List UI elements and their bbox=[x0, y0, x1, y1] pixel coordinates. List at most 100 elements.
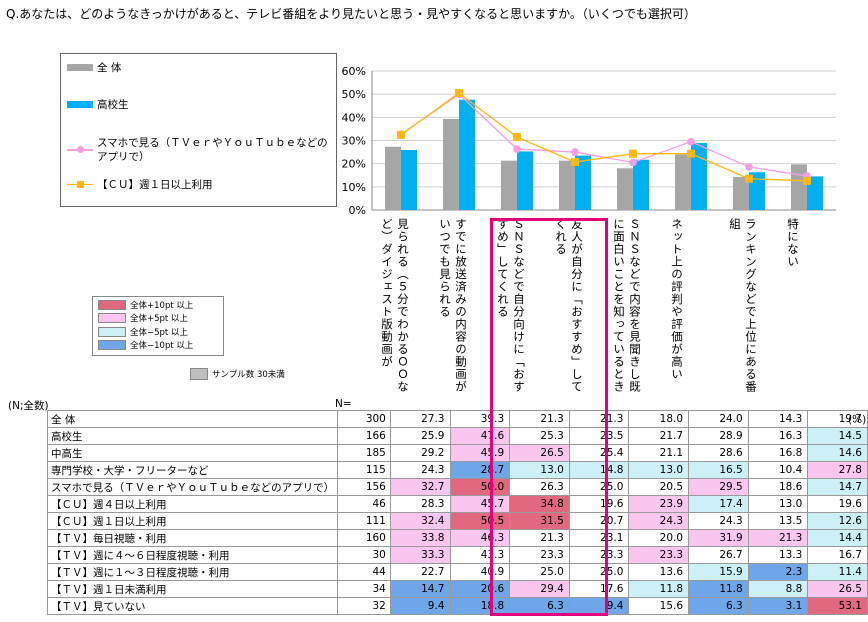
table-cell: 23.9 bbox=[628, 495, 690, 513]
y-tick-label: 50% bbox=[342, 88, 366, 101]
table-cell: 21.1 bbox=[628, 444, 690, 462]
table-cell: 13.0 bbox=[509, 461, 570, 479]
highlight-label-minus5: 全体−5pt 以上 bbox=[130, 328, 188, 338]
point-cu-weekly bbox=[571, 158, 579, 167]
table-row: 中高生 185 29.2 45.9 26.5 25.4 21.1 28.6 16.8 14.6 bbox=[46, 444, 868, 462]
legend-label-smartphone: スマホで見る（ＴＶｅｒやＹｏｕＴｕｂｅなどのアプリで） bbox=[97, 137, 328, 163]
table-cell: 45.7 bbox=[449, 495, 511, 513]
table-cell: 11.8 bbox=[688, 580, 749, 598]
results-table: 全 体 300 27.3 39.3 21.3 21.3 18.0 24.0 14.3 19.7 高校… bbox=[46, 410, 868, 615]
row-sample-size: 156 bbox=[337, 478, 391, 496]
point-cu-weekly bbox=[455, 89, 463, 98]
point-smartphone bbox=[571, 148, 579, 156]
legend-line-smartphone bbox=[67, 145, 93, 155]
table-cell: 14.6 bbox=[807, 444, 868, 462]
table-cell: 21.3 bbox=[509, 529, 570, 547]
legend-item-all: 全 体 bbox=[67, 60, 121, 75]
table-cell: 16.8 bbox=[747, 444, 809, 462]
column-header: すでに放送済みの内容の動画がいつでも見られる bbox=[438, 218, 468, 393]
table-cell: 13.0 bbox=[628, 461, 690, 479]
row-sample-size: 115 bbox=[337, 461, 391, 479]
highlight-legend-item: 全体−5pt 以上 bbox=[98, 326, 188, 338]
table-cell: 20.6 bbox=[449, 580, 511, 598]
table-cell: 25.0 bbox=[568, 563, 630, 581]
column-header: ＳＮＳなどで自分向けに「おすすめ」してくれる bbox=[496, 218, 526, 393]
sample-size-label: サンプル数 30未満 bbox=[212, 370, 285, 380]
point-cu-weekly bbox=[803, 176, 811, 185]
highlight-legend-item: 全体−10pt 以上 bbox=[98, 339, 193, 351]
table-cell: 45.9 bbox=[449, 444, 511, 462]
point-smartphone bbox=[687, 137, 695, 146]
table-cell: 14.7 bbox=[389, 580, 451, 598]
bar-highschool bbox=[401, 149, 417, 210]
table-cell: 23.1 bbox=[568, 529, 630, 547]
table-cell: 25.9 bbox=[389, 427, 451, 445]
table-cell: 16.7 bbox=[807, 546, 868, 564]
bar-highschool bbox=[459, 99, 475, 210]
y-tick-label: 0% bbox=[349, 204, 366, 217]
bar-all bbox=[559, 160, 575, 210]
table-cell: 21.3 bbox=[509, 410, 570, 428]
table-row: 高校生 166 25.9 47.6 25.3 23.5 21.7 28.9 16.3 14.5 bbox=[46, 427, 868, 445]
table-cell: 14.8 bbox=[568, 461, 630, 479]
table-row: 【ＴＶ】毎日視聴・利用 160 33.8 46.3 21.3 23.1 20.0 31.9 21… bbox=[46, 529, 868, 547]
table-cell: 26.5 bbox=[509, 444, 570, 462]
y-tick-label: 10% bbox=[342, 181, 366, 194]
n-basis-label: (N;全数) bbox=[8, 400, 49, 412]
column-header: 見られる（５分でわかるＯＯなど）ダイジェスト版動画が bbox=[380, 218, 410, 393]
row-sample-size: 111 bbox=[337, 512, 391, 530]
table-cell: 24.3 bbox=[389, 461, 451, 479]
table-cell: 50.0 bbox=[449, 478, 511, 496]
table-cell: 18.0 bbox=[628, 410, 690, 428]
bar-highschool bbox=[517, 151, 533, 210]
row-label: 【ＴＶ】週に１～３日程度視聴・利用 bbox=[46, 563, 339, 581]
table-cell: 13.5 bbox=[747, 512, 809, 530]
table-row: 【ＴＶ】見ていない 32 9.4 18.8 6.3 9.4 15.6 6.3 3.1 53.1 bbox=[46, 597, 868, 615]
table-cell: 28.7 bbox=[449, 461, 511, 479]
table-cell: 26.7 bbox=[688, 546, 749, 564]
table-cell: 40.9 bbox=[449, 563, 511, 581]
bar-highschool bbox=[575, 155, 591, 210]
bar-highschool bbox=[633, 159, 649, 210]
legend-label-highschool: 高校生 bbox=[97, 99, 129, 111]
row-sample-size: 46 bbox=[337, 495, 391, 513]
table-cell: 23.5 bbox=[568, 427, 630, 445]
row-sample-size: 44 bbox=[337, 563, 391, 581]
point-smartphone bbox=[745, 163, 753, 171]
column-header: 特にない bbox=[786, 218, 800, 268]
bar-highschool bbox=[691, 143, 707, 210]
table-cell: 27.8 bbox=[807, 461, 868, 479]
bar-all bbox=[675, 154, 691, 210]
table-cell: 33.3 bbox=[389, 546, 451, 564]
table-cell: 19.6 bbox=[807, 495, 868, 513]
bar-all bbox=[617, 168, 633, 210]
row-sample-size: 300 bbox=[337, 410, 391, 428]
legend-label-all: 全 体 bbox=[97, 62, 122, 74]
table-cell: 17.6 bbox=[568, 580, 630, 598]
table-cell: 20.5 bbox=[628, 478, 690, 496]
legend-item-highschool: 高校生 bbox=[67, 97, 129, 112]
point-cu-weekly bbox=[745, 174, 753, 183]
highlight-legend: 全体+10pt 以上 全体+5pt 以上 全体−5pt 以上 全体−10pt 以… bbox=[92, 296, 224, 356]
row-label: 中高生 bbox=[46, 444, 339, 462]
table-cell: 19.6 bbox=[568, 495, 630, 513]
column-header: ランキングなどで上位にある番組 bbox=[728, 218, 758, 393]
bar-all bbox=[791, 164, 807, 210]
table-cell: 22.7 bbox=[389, 563, 451, 581]
table-cell: 43.3 bbox=[449, 546, 511, 564]
row-label: 【ＴＶ】週に４～６日程度視聴・利用 bbox=[46, 546, 339, 564]
legend-item-smartphone: スマホで見る（ＴＶｅｒやＹｏｕＴｕｂｅなどのアプリで） bbox=[67, 136, 332, 164]
legend-label-cu-weekly: 【ＣＵ】週１日以上利用 bbox=[97, 179, 213, 191]
point-cu-weekly bbox=[629, 149, 637, 158]
table-cell: 10.4 bbox=[747, 461, 809, 479]
table-row: 【ＣＵ】週１日以上利用 111 32.4 50.5 31.5 20.7 24.3 24.3 13… bbox=[46, 512, 868, 530]
table-cell: 17.4 bbox=[688, 495, 749, 513]
row-label: 【ＣＵ】週１日以上利用 bbox=[46, 512, 339, 530]
row-label: 【ＣＵ】週４日以上利用 bbox=[46, 495, 339, 513]
sample-size-swatch bbox=[190, 368, 208, 380]
row-sample-size: 160 bbox=[337, 529, 391, 547]
table-cell: 3.1 bbox=[747, 597, 809, 615]
table-cell: 20.7 bbox=[568, 512, 630, 530]
question-text: Q.あなたは、どのようなきっかけがあると、テレビ番組をより見たいと思う・見やすく… bbox=[6, 7, 696, 21]
